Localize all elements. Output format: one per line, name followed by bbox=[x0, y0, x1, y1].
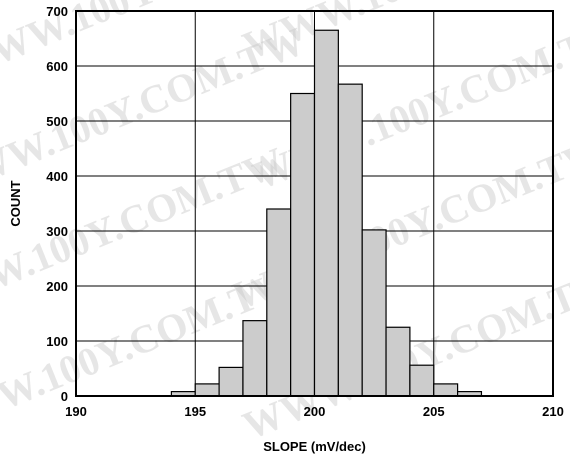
histogram-bar bbox=[290, 92, 316, 397]
x-tick-label: 190 bbox=[65, 404, 87, 419]
y-tick-label: 600 bbox=[46, 59, 68, 74]
y-tick-label: 700 bbox=[46, 4, 68, 19]
histogram-bar bbox=[313, 29, 339, 397]
histogram-bar bbox=[194, 383, 220, 397]
histogram-bar bbox=[433, 383, 459, 397]
histogram-bar bbox=[361, 229, 387, 397]
y-axis-label: COUNT bbox=[8, 180, 23, 226]
histogram-bar bbox=[218, 366, 244, 397]
histogram-bar bbox=[409, 364, 435, 397]
histogram-bar bbox=[337, 83, 363, 397]
plot-frame bbox=[75, 10, 554, 397]
y-tick-label: 0 bbox=[61, 389, 68, 404]
x-tick-label: 200 bbox=[304, 404, 326, 419]
x-tick-label: 210 bbox=[542, 404, 564, 419]
histogram-bar bbox=[242, 320, 268, 397]
y-tick-label: 400 bbox=[46, 169, 68, 184]
x-tick-labels: 190 195 200 205 210 bbox=[65, 404, 564, 419]
y-tick-label: 300 bbox=[46, 224, 68, 239]
x-axis-label: SLOPE (mV/dec) bbox=[263, 439, 366, 454]
x-tick-label: 195 bbox=[184, 404, 206, 419]
y-tick-label: 500 bbox=[46, 114, 68, 129]
histogram-bars bbox=[170, 29, 483, 397]
y-tick-label: 200 bbox=[46, 279, 68, 294]
y-tick-labels: 0 100 200 300 400 500 600 700 bbox=[46, 4, 68, 404]
histogram-bar bbox=[266, 208, 292, 397]
x-tick-label: 205 bbox=[423, 404, 445, 419]
y-tick-label: 100 bbox=[46, 334, 68, 349]
histogram-bar bbox=[385, 326, 411, 397]
